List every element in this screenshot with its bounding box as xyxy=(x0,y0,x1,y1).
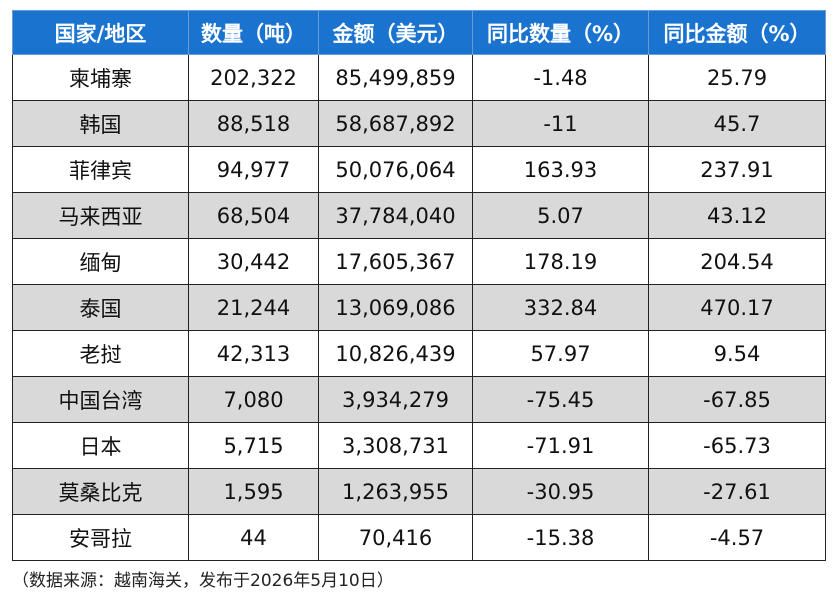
cell-yoy-quantity: 332.84 xyxy=(472,284,649,331)
cell-amount: 3,308,731 xyxy=(318,422,473,469)
cell-yoy-quantity: 57.97 xyxy=(472,330,649,377)
cell-quantity: 7,080 xyxy=(188,376,319,423)
header-country: 国家/地区 xyxy=(12,10,189,55)
cell-yoy-amount: 237.91 xyxy=(648,146,826,193)
cell-yoy-amount: -65.73 xyxy=(648,422,826,469)
table-row: 菲律宾 94,977 50,076,064 163.93 237.91 xyxy=(12,146,826,193)
table-row: 缅甸 30,442 17,605,367 178.19 204.54 xyxy=(12,238,826,285)
source-footnote: （数据来源：越南海关，发布于2026年5月10日） xyxy=(12,571,394,591)
cell-country: 柬埔寨 xyxy=(12,54,189,101)
cell-yoy-amount: -67.85 xyxy=(648,376,826,423)
table-row: 泰国 21,244 13,069,086 332.84 470.17 xyxy=(12,284,826,331)
cell-quantity: 42,313 xyxy=(188,330,319,377)
cell-quantity: 44 xyxy=(188,514,319,561)
cell-country: 缅甸 xyxy=(12,238,189,285)
cell-quantity: 30,442 xyxy=(188,238,319,285)
cell-amount: 3,934,279 xyxy=(318,376,473,423)
table-row: 莫桑比克 1,595 1,263,955 -30.95 -27.61 xyxy=(12,468,826,515)
cell-amount: 10,826,439 xyxy=(318,330,473,377)
cell-quantity: 21,244 xyxy=(188,284,319,331)
cell-yoy-amount: -4.57 xyxy=(648,514,826,561)
table-row: 韩国 88,518 58,687,892 -11 45.7 xyxy=(12,100,826,147)
cell-yoy-amount: 470.17 xyxy=(648,284,826,331)
cell-yoy-quantity: -15.38 xyxy=(472,514,649,561)
cell-quantity: 88,518 xyxy=(188,100,319,147)
cell-quantity: 1,595 xyxy=(188,468,319,515)
table-row: 马来西亚 68,504 37,784,040 5.07 43.12 xyxy=(12,192,826,239)
import-data-table: 国家/地区 数量（吨） 金额（美元） 同比数量（%） 同比金额（%） 柬埔寨 2… xyxy=(12,10,826,561)
cell-amount: 13,069,086 xyxy=(318,284,473,331)
data-table-container: 国家/地区 数量（吨） 金额（美元） 同比数量（%） 同比金额（%） 柬埔寨 2… xyxy=(12,10,826,561)
header-yoy-quantity: 同比数量（%） xyxy=(472,10,649,55)
cell-amount: 70,416 xyxy=(318,514,473,561)
cell-country: 老挝 xyxy=(12,330,189,377)
table-row: 老挝 42,313 10,826,439 57.97 9.54 xyxy=(12,330,826,377)
cell-yoy-amount: 9.54 xyxy=(648,330,826,377)
header-quantity: 数量（吨） xyxy=(188,10,319,55)
header-amount: 金额（美元） xyxy=(318,10,473,55)
cell-amount: 1,263,955 xyxy=(318,468,473,515)
cell-yoy-amount: 204.54 xyxy=(648,238,826,285)
header-yoy-amount: 同比金额（%） xyxy=(648,10,826,55)
cell-country: 中国台湾 xyxy=(12,376,189,423)
cell-quantity: 202,322 xyxy=(188,54,319,101)
table-row: 柬埔寨 202,322 85,499,859 -1.48 25.79 xyxy=(12,54,826,101)
cell-country: 泰国 xyxy=(12,284,189,331)
table-header-row: 国家/地区 数量（吨） 金额（美元） 同比数量（%） 同比金额（%） xyxy=(12,10,826,55)
cell-yoy-quantity: -1.48 xyxy=(472,54,649,101)
table-row: 中国台湾 7,080 3,934,279 -75.45 -67.85 xyxy=(12,376,826,423)
table-row: 安哥拉 44 70,416 -15.38 -4.57 xyxy=(12,514,826,561)
cell-amount: 50,076,064 xyxy=(318,146,473,193)
cell-yoy-quantity: 178.19 xyxy=(472,238,649,285)
cell-quantity: 5,715 xyxy=(188,422,319,469)
cell-amount: 58,687,892 xyxy=(318,100,473,147)
cell-country: 菲律宾 xyxy=(12,146,189,193)
cell-yoy-quantity: 163.93 xyxy=(472,146,649,193)
cell-quantity: 68,504 xyxy=(188,192,319,239)
cell-country: 马来西亚 xyxy=(12,192,189,239)
cell-yoy-quantity: 5.07 xyxy=(472,192,649,239)
cell-yoy-amount: -27.61 xyxy=(648,468,826,515)
cell-amount: 17,605,367 xyxy=(318,238,473,285)
cell-yoy-amount: 45.7 xyxy=(648,100,826,147)
cell-yoy-amount: 43.12 xyxy=(648,192,826,239)
cell-country: 韩国 xyxy=(12,100,189,147)
cell-yoy-amount: 25.79 xyxy=(648,54,826,101)
cell-yoy-quantity: -75.45 xyxy=(472,376,649,423)
cell-yoy-quantity: -30.95 xyxy=(472,468,649,515)
cell-amount: 85,499,859 xyxy=(318,54,473,101)
cell-yoy-quantity: -71.91 xyxy=(472,422,649,469)
cell-amount: 37,784,040 xyxy=(318,192,473,239)
table-row: 日本 5,715 3,308,731 -71.91 -65.73 xyxy=(12,422,826,469)
cell-quantity: 94,977 xyxy=(188,146,319,193)
cell-country: 日本 xyxy=(12,422,189,469)
cell-yoy-quantity: -11 xyxy=(472,100,649,147)
cell-country: 安哥拉 xyxy=(12,514,189,561)
cell-country: 莫桑比克 xyxy=(12,468,189,515)
